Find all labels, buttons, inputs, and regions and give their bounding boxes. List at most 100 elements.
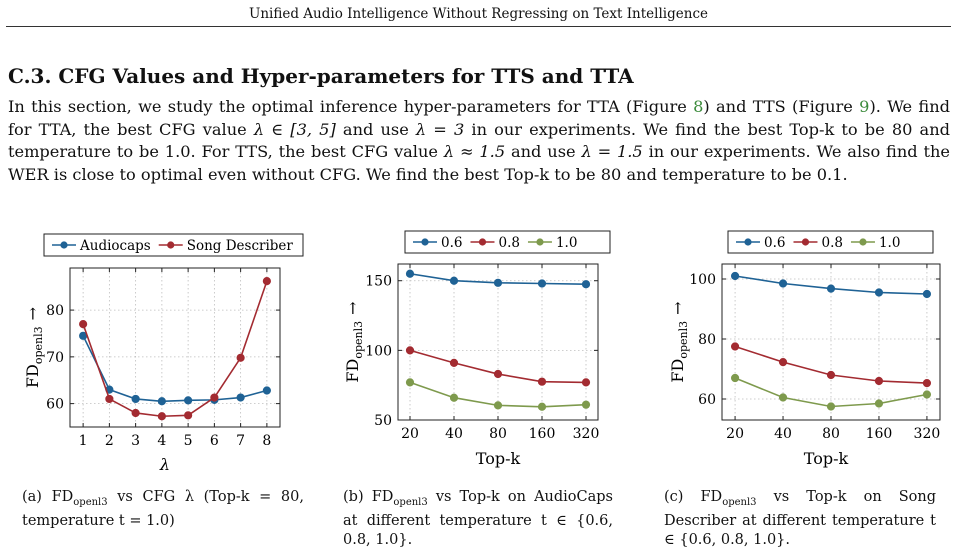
legend-frame: [727, 230, 934, 254]
data-point: [874, 288, 884, 297]
y-tick-label: 80: [46, 303, 64, 319]
x-axis-label: λ: [159, 455, 170, 474]
legend: Audiocaps Song Describer: [43, 233, 304, 257]
y-tick-label: 100: [689, 272, 716, 288]
data-point: [874, 376, 884, 386]
caption-b: (b) FDopenl3 vs Top-k on AudioCaps at di…: [343, 488, 613, 550]
data-point: [493, 278, 503, 287]
legend-swatch-marker: [536, 238, 544, 246]
x-tick-label: 20: [726, 426, 744, 442]
caption-sub: openl3: [73, 496, 108, 508]
x-tick-label: 4: [157, 433, 166, 449]
x-tick-label: 320: [914, 426, 941, 442]
caption-text: vs Top-k on Song Describer at different …: [664, 489, 936, 548]
data-point: [157, 397, 166, 406]
data-point: [778, 393, 788, 402]
data-point: [537, 279, 547, 288]
data-point: [105, 394, 114, 404]
chart-1: 50 100 150 20 40 80 160 320 Top-k FDopenl3 → 0.6 0.8…: [343, 230, 611, 468]
y-axis-label-arrow: →: [23, 307, 42, 320]
caption-sub: openl3: [393, 496, 428, 508]
y-axis-label-sub: openl3: [677, 321, 690, 359]
data-point: [210, 393, 219, 402]
legend-label: 0.6: [764, 235, 785, 251]
data-point: [537, 402, 547, 411]
data-point: [236, 393, 245, 402]
x-tick-label: 40: [774, 426, 792, 442]
para-text: In this section, we study the optimal in…: [8, 97, 694, 116]
y-axis-label-main: FD: [668, 359, 687, 383]
figure-ref-8[interactable]: 8: [693, 97, 704, 116]
legend-swatch-marker: [744, 238, 752, 246]
chart-0: 60 70 80 1 2 3 4 5 6 7 8 λ FDopenl3 → Audiocaps Song De…: [23, 233, 304, 474]
data-point: [405, 346, 415, 355]
plot-frame: [69, 267, 281, 428]
header-rule: [6, 26, 951, 27]
x-tick-label: 6: [210, 433, 219, 449]
y-tick-label: 60: [698, 392, 716, 408]
math-inline: λ = 1.5: [581, 142, 643, 162]
para-text: and use: [335, 119, 416, 139]
data-point: [537, 377, 547, 386]
legend-swatch-marker: [859, 238, 867, 246]
y-tick-label: 60: [46, 397, 64, 413]
y-axis-label-main: FD: [343, 359, 362, 383]
y-tick-label: 100: [365, 343, 392, 359]
legend-swatch-marker: [478, 238, 487, 246]
section-heading: C.3. CFG Values and Hyper-parameters for…: [8, 64, 634, 88]
math-inline: λ = 3: [415, 119, 465, 139]
caption-a: (a) FDopenl3 vs CFG λ (Top-k = 80, tempe…: [22, 488, 304, 531]
data-point: [778, 358, 788, 367]
data-point: [922, 390, 932, 399]
caption-label: (c) FD: [664, 489, 723, 505]
data-point: [581, 378, 591, 387]
x-tick-label: 20: [401, 426, 419, 442]
y-axis-label-sub: openl3: [352, 321, 365, 359]
x-tick-label: 160: [529, 426, 556, 442]
data-point: [262, 276, 271, 286]
para-text: and use: [505, 142, 582, 162]
data-point: [184, 396, 193, 405]
figure-ref-9[interactable]: 9: [859, 97, 870, 116]
data-point: [405, 269, 415, 278]
caption-text: vs Top-k on AudioCaps at different tempe…: [343, 489, 613, 548]
data-point: [449, 393, 459, 402]
caption-sub: openl3: [722, 496, 757, 508]
para-text: ). We find for TTA, the best CFG value: [8, 97, 951, 139]
y-tick-label: 70: [46, 350, 64, 366]
x-tick-label: 80: [822, 426, 840, 442]
y-axis-label: FDopenl3 →: [668, 301, 690, 382]
x-axis-label: Top-k: [476, 449, 521, 468]
x-tick-label: 1: [79, 433, 88, 449]
data-point: [874, 399, 884, 408]
legend-label: 0.8: [821, 235, 842, 251]
math-inline: λ ≈ 1.5: [443, 142, 506, 162]
data-point: [826, 370, 836, 380]
y-axis-label: FDopenl3 →: [23, 307, 45, 388]
data-point: [449, 358, 459, 367]
legend-frame: [404, 230, 611, 254]
caption-label: (b) FD: [343, 489, 394, 505]
legend-label: Song Describer: [187, 238, 294, 254]
legend: 0.6 0.8 1.0: [404, 230, 611, 254]
para-text: in our experiments. We find the best Top…: [8, 119, 950, 162]
data-point: [826, 284, 836, 293]
y-axis-label: FDopenl3 →: [343, 301, 365, 382]
data-point: [730, 342, 740, 351]
y-axis-label-main: FD: [23, 364, 42, 388]
series-line-song-describer: [82, 280, 268, 418]
x-axis-label: Top-k: [804, 449, 849, 468]
legend-swatch-marker: [421, 238, 429, 246]
legend: 0.6 0.8 1.0: [727, 230, 934, 254]
section-number: C.3.: [8, 64, 52, 88]
data-point: [405, 378, 415, 387]
data-point: [493, 401, 503, 410]
data-point: [730, 271, 740, 281]
legend-label: 1.0: [879, 235, 900, 251]
y-tick-label: 50: [374, 413, 392, 429]
running-header: Unified Audio Intelligence Without Regre…: [248, 6, 708, 22]
legend-label: 1.0: [556, 235, 577, 251]
legend-label: 0.6: [441, 235, 462, 251]
data-point: [131, 408, 140, 418]
data-point: [826, 402, 836, 411]
